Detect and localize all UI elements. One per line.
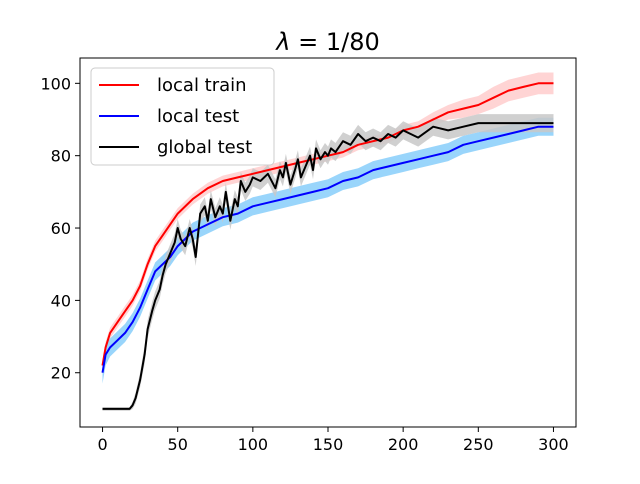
line-global-test: [102, 122, 554, 410]
legend-label: local test: [157, 106, 239, 127]
chart-title-value: = 1/80: [290, 28, 379, 56]
y-tick-label: 60: [51, 219, 71, 238]
x-tick-label: 200: [388, 435, 419, 454]
x-tick-label: 50: [168, 435, 188, 454]
x-tick-label: 250: [463, 435, 494, 454]
legend-box: [90, 67, 275, 166]
axes: 0 50 100 150 200 250 300 20 40 60 80 100: [40, 57, 577, 454]
y-tick-label: 100: [40, 74, 71, 93]
chart-title-variable: λ: [274, 28, 290, 56]
chart-title: λ = 1/80: [274, 28, 379, 56]
legend: local train local test global test: [90, 67, 275, 166]
x-tick-label: 100: [238, 435, 269, 454]
y-tick-label: 40: [51, 291, 71, 310]
legend-label: local train: [157, 75, 247, 96]
line-local-train: [101, 82, 554, 366]
x-tick-label: 150: [313, 435, 344, 454]
x-tick-label: 300: [538, 435, 569, 454]
line-local-test: [101, 125, 554, 373]
series-lines: [101, 82, 554, 410]
legend-label: global test: [157, 137, 252, 158]
y-tick-label: 20: [51, 364, 71, 383]
y-tick-label: 80: [51, 147, 71, 166]
x-tick-label: 0: [97, 435, 107, 454]
